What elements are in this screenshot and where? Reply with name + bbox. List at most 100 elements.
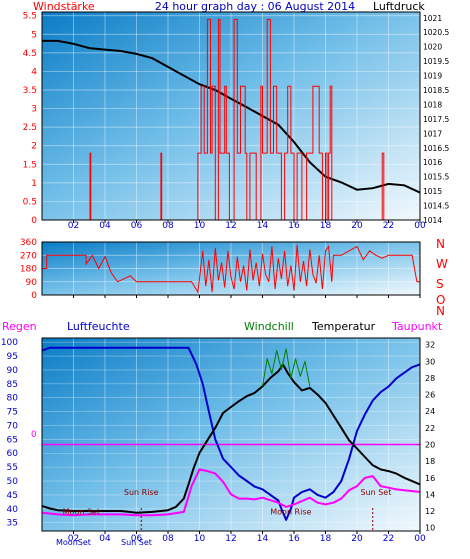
y-left-tick-humidity: 85 [7, 380, 18, 390]
y-left-tick-humidity: 60 [7, 449, 19, 459]
wind-pressure-series [42, 18, 420, 220]
x-tick-label: 02 [68, 534, 79, 544]
bottom-label-sunset: Sun Set [121, 538, 152, 547]
y-right-tick-temperature: 10 [425, 524, 435, 533]
direction-label: N [436, 304, 445, 318]
label-temperatur: Temperatur [311, 320, 376, 333]
label-luftfeuchte: Luftfeuchte [67, 320, 130, 333]
x-tick-label: 06 [131, 534, 143, 544]
y-right-tick-pressure: 1015 [423, 187, 442, 196]
x-tick-label: 10 [194, 534, 206, 544]
y-right-tick-pressure: 1016.5 [423, 144, 449, 153]
x-tick-label: 20 [351, 534, 363, 544]
temperatur-line [42, 363, 420, 514]
y-left-tick-humidity: 50 [7, 477, 19, 487]
panel-wind-direction-border [41, 241, 421, 296]
y-right-tick-temperature: 18 [425, 457, 435, 466]
y-right-tick-pressure: 1015.5 [423, 173, 449, 182]
luftfeuchte-line [42, 346, 420, 521]
x-tick-label: 22 [383, 534, 394, 544]
y-tick-direction: 360 [20, 238, 37, 248]
y-right-tick-temperature: 20 [425, 440, 435, 449]
x-tick-label: 20 [351, 221, 363, 231]
y-right-tick-pressure: 1020.5 [423, 28, 449, 37]
y-left-tick-wind: 3 [31, 105, 37, 115]
y-tick-direction: 270 [20, 251, 37, 261]
chart-title: 24 hour graph day : 06 August 2014 [155, 0, 355, 13]
x-tick-label: 10 [194, 221, 206, 231]
y-left-tick-wind: 2 [31, 142, 37, 152]
y-right-tick-pressure: 1019.5 [423, 57, 449, 66]
x-tick-label: 08 [162, 534, 174, 544]
taupunkt-line [42, 468, 420, 517]
x-tick-label: 14 [257, 221, 269, 231]
y-tick-direction: 180 [20, 265, 37, 275]
direction-label: S [436, 277, 444, 291]
annotations: Moon Set Sun Rise Moon Rise Sun Set [63, 488, 391, 531]
x-tick-label: 12 [225, 534, 236, 544]
y-left-tick-wind: 4 [31, 67, 37, 77]
y-right-tick-pressure: 1019 [423, 72, 442, 81]
x-tick-label: 22 [383, 221, 394, 231]
x-tick-label: 08 [162, 221, 174, 231]
y-right-tick-pressure: 1016 [423, 158, 442, 167]
x-tick-label: 18 [320, 534, 332, 544]
pressure-label: Luftdruck [373, 0, 425, 13]
x-tick-label: 14 [257, 534, 269, 544]
y-tick-direction: 90 [26, 278, 38, 288]
wind-speed-label: Windstärke [33, 0, 95, 13]
y-left-tick-humidity: 80 [7, 394, 19, 404]
grid-lines [42, 12, 421, 534]
x-tick-label: 16 [288, 534, 300, 544]
humidity-temperature-series [42, 346, 420, 521]
x-tick-label: 00 [414, 221, 426, 231]
x-tick-label: 02 [68, 221, 79, 231]
y-right-tick-temperature: 32 [425, 341, 435, 350]
y-right-tick-pressure: 1020 [423, 43, 442, 52]
x-tick-label: 04 [99, 221, 111, 231]
panel-humidity-temperature-border [41, 337, 421, 532]
y-right-tick-temperature: 24 [425, 407, 435, 416]
y-left-tick-humidity: 95 [7, 352, 18, 362]
direction-label: W [436, 257, 448, 271]
y-left-tick-wind: 2.5 [23, 123, 37, 133]
y-right-tick-pressure: 1018.5 [423, 86, 449, 95]
y-right-tick-temperature: 16 [425, 474, 435, 483]
wind-direction-line [42, 244, 420, 294]
pressure-line [42, 39, 420, 194]
y-right-tick-temperature: 28 [425, 374, 435, 383]
label-windchill: Windchill [244, 320, 294, 333]
label-taupunkt: Taupunkt [391, 320, 443, 333]
panel-wind-pressure-border [41, 11, 421, 221]
y-right-tick-temperature: 30 [425, 357, 435, 366]
y-right-tick-pressure: 1017 [423, 129, 442, 138]
wind-speed-line [42, 18, 420, 220]
y-left-tick-humidity: 40 [7, 505, 19, 515]
astro-annotation: Sun Rise [124, 488, 159, 497]
y-left-tick-wind: 0 [31, 216, 37, 226]
x-tick-label: 06 [131, 221, 143, 231]
y-right-tick-temperature: 26 [425, 391, 435, 400]
y-left-tick-wind: 5 [31, 30, 37, 40]
astro-annotation: Sun Set [360, 488, 391, 497]
y-right-tick-temperature: 22 [425, 424, 435, 433]
y-left-tick-wind: 4.5 [23, 49, 37, 59]
y-right-tick-pressure: 1021 [423, 14, 442, 23]
x-tick-label: 12 [225, 221, 236, 231]
astro-annotation: Moon Rise [270, 507, 311, 516]
y-left-tick-humidity: 90 [7, 366, 19, 376]
x-tick-label: 16 [288, 221, 300, 231]
x-tick-label: 04 [99, 534, 111, 544]
y-right-tick-pressure: 1017.5 [423, 115, 449, 124]
rain-zero-label: 0 [31, 430, 37, 440]
bottom-label-moonset: MoonSet [56, 538, 91, 547]
y-right-tick-pressure: 1014.5 [423, 202, 449, 211]
direction-label: N [436, 237, 445, 251]
direction-label: O [436, 293, 445, 307]
x-tick-label: 18 [320, 221, 332, 231]
y-left-tick-wind: 0.5 [23, 197, 37, 207]
x-tick-label: 00 [414, 534, 426, 544]
